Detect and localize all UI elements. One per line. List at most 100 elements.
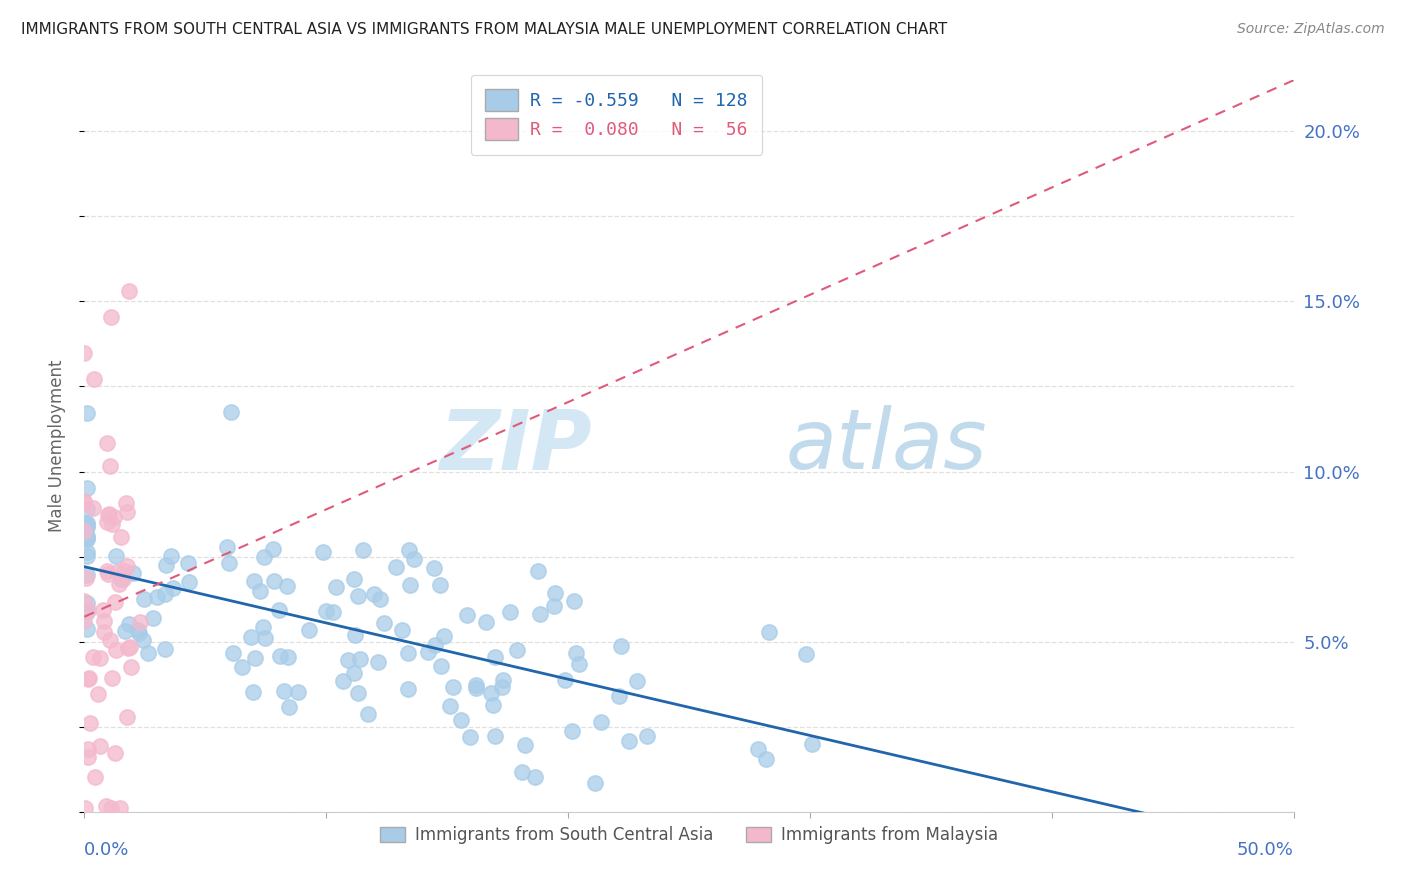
Immigrants from South Central Asia xyxy=(439,698,461,713)
Immigrants from South Central Asia xyxy=(425,638,447,652)
Immigrants from South Central Asia xyxy=(589,715,612,730)
Immigrants from South Central Asia xyxy=(433,629,456,643)
Immigrants from South Central Asia xyxy=(626,673,648,688)
Immigrants from South Central Asia xyxy=(396,682,419,697)
Text: atlas: atlas xyxy=(786,406,987,486)
Immigrants from South Central Asia xyxy=(464,678,486,692)
Immigrants from Malaysia xyxy=(73,614,96,628)
Immigrants from South Central Asia xyxy=(267,603,290,617)
Immigrants from South Central Asia xyxy=(492,673,515,688)
Immigrants from Malaysia xyxy=(118,640,141,654)
Immigrants from Malaysia xyxy=(115,496,138,510)
Immigrants from South Central Asia xyxy=(543,599,565,613)
Immigrants from South Central Asia xyxy=(398,542,420,557)
Immigrants from South Central Asia xyxy=(565,646,588,660)
Immigrants from South Central Asia xyxy=(222,646,245,660)
Immigrants from South Central Asia xyxy=(422,561,444,575)
Immigrants from South Central Asia xyxy=(312,544,335,558)
Immigrants from South Central Asia xyxy=(464,681,486,695)
Immigrants from South Central Asia xyxy=(215,540,238,554)
Immigrants from South Central Asia xyxy=(607,689,630,703)
Immigrants from Malaysia xyxy=(97,508,120,522)
Immigrants from South Central Asia xyxy=(298,623,321,637)
Immigrants from South Central Asia xyxy=(458,731,481,745)
Immigrants from Malaysia xyxy=(96,565,118,579)
Immigrants from Malaysia xyxy=(76,750,98,764)
Immigrants from Malaysia xyxy=(97,567,120,582)
Immigrants from South Central Asia xyxy=(239,630,262,644)
Immigrants from Malaysia xyxy=(100,671,122,685)
Immigrants from Malaysia xyxy=(120,659,142,673)
Immigrants from South Central Asia xyxy=(105,549,128,563)
Immigrants from South Central Asia xyxy=(402,552,425,566)
Immigrants from Malaysia xyxy=(73,524,96,538)
Immigrants from South Central Asia xyxy=(76,531,98,545)
Immigrants from South Central Asia xyxy=(277,699,299,714)
Immigrants from South Central Asia xyxy=(76,545,98,559)
Immigrants from South Central Asia xyxy=(287,685,309,699)
Immigrants from Malaysia xyxy=(73,345,96,359)
Immigrants from South Central Asia xyxy=(343,628,366,642)
Immigrants from South Central Asia xyxy=(475,615,498,630)
Immigrants from South Central Asia xyxy=(568,657,591,671)
Immigrants from South Central Asia xyxy=(523,770,546,784)
Immigrants from Malaysia xyxy=(93,614,115,628)
Immigrants from South Central Asia xyxy=(231,660,253,674)
Immigrants from South Central Asia xyxy=(337,653,360,667)
Immigrants from Malaysia xyxy=(112,564,135,578)
Immigrants from Malaysia xyxy=(104,747,127,761)
Immigrants from South Central Asia xyxy=(617,733,640,747)
Immigrants from South Central Asia xyxy=(76,520,98,534)
Immigrants from South Central Asia xyxy=(637,730,659,744)
Immigrants from South Central Asia xyxy=(155,558,177,573)
Immigrants from Malaysia xyxy=(115,558,138,573)
Immigrants from South Central Asia xyxy=(527,565,550,579)
Immigrants from Malaysia xyxy=(108,801,131,815)
Y-axis label: Male Unemployment: Male Unemployment xyxy=(48,359,66,533)
Immigrants from South Central Asia xyxy=(76,517,98,532)
Immigrants from South Central Asia xyxy=(416,645,439,659)
Immigrants from South Central Asia xyxy=(352,542,374,557)
Immigrants from South Central Asia xyxy=(110,572,132,586)
Immigrants from Malaysia xyxy=(117,640,139,655)
Immigrants from South Central Asia xyxy=(450,713,472,727)
Immigrants from South Central Asia xyxy=(219,404,242,418)
Immigrants from Malaysia xyxy=(100,801,122,815)
Immigrants from South Central Asia xyxy=(76,549,98,563)
Immigrants from South Central Asia xyxy=(315,604,337,618)
Immigrants from South Central Asia xyxy=(484,650,506,665)
Immigrants from Malaysia xyxy=(93,625,115,640)
Immigrants from Malaysia xyxy=(100,310,122,325)
Immigrants from Malaysia xyxy=(103,510,125,524)
Immigrants from South Central Asia xyxy=(128,626,150,640)
Immigrants from Malaysia xyxy=(112,572,135,586)
Immigrants from South Central Asia xyxy=(529,607,551,621)
Immigrants from South Central Asia xyxy=(479,685,502,699)
Immigrants from Malaysia xyxy=(97,508,120,523)
Immigrants from South Central Asia xyxy=(456,607,478,622)
Immigrants from South Central Asia xyxy=(76,529,98,543)
Immigrants from South Central Asia xyxy=(118,617,141,632)
Immigrants from South Central Asia xyxy=(396,646,419,660)
Immigrants from South Central Asia xyxy=(243,574,266,588)
Immigrants from South Central Asia xyxy=(269,649,291,664)
Immigrants from South Central Asia xyxy=(758,624,780,639)
Immigrants from South Central Asia xyxy=(162,581,184,595)
Immigrants from South Central Asia xyxy=(610,639,633,653)
Immigrants from South Central Asia xyxy=(430,658,453,673)
Immigrants from South Central Asia xyxy=(76,406,98,420)
Immigrants from South Central Asia xyxy=(76,605,98,619)
Immigrants from Malaysia xyxy=(77,742,100,756)
Immigrants from Malaysia xyxy=(76,672,98,686)
Immigrants from South Central Asia xyxy=(373,615,395,630)
Immigrants from South Central Asia xyxy=(76,502,98,516)
Immigrants from South Central Asia xyxy=(276,579,298,593)
Immigrants from South Central Asia xyxy=(262,542,284,557)
Immigrants from South Central Asia xyxy=(114,624,136,639)
Immigrants from South Central Asia xyxy=(76,516,98,530)
Text: 0.0%: 0.0% xyxy=(84,841,129,859)
Immigrants from Malaysia xyxy=(77,671,100,685)
Immigrants from Malaysia xyxy=(96,515,118,529)
Immigrants from South Central Asia xyxy=(132,591,155,606)
Immigrants from South Central Asia xyxy=(253,632,276,646)
